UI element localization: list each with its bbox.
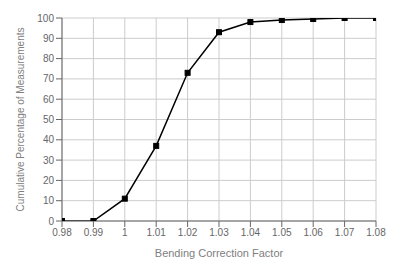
svg-text:1: 1 [122, 227, 128, 238]
svg-text:100: 100 [37, 13, 54, 24]
svg-text:30: 30 [43, 155, 55, 166]
svg-text:Cumulative Percentage of Measu: Cumulative Percentage of Measurements [15, 28, 26, 212]
svg-text:50: 50 [43, 114, 55, 125]
svg-text:1.05: 1.05 [272, 227, 292, 238]
svg-text:1.04: 1.04 [241, 227, 261, 238]
svg-text:40: 40 [43, 134, 55, 145]
svg-text:90: 90 [43, 33, 55, 44]
svg-text:1.08: 1.08 [366, 227, 386, 238]
svg-text:1.01: 1.01 [146, 227, 166, 238]
svg-text:60: 60 [43, 94, 55, 105]
svg-text:1.03: 1.03 [209, 227, 229, 238]
svg-text:10: 10 [43, 195, 55, 206]
svg-text:1.06: 1.06 [303, 227, 323, 238]
svg-text:70: 70 [43, 73, 55, 84]
svg-text:0.99: 0.99 [84, 227, 104, 238]
svg-text:1.02: 1.02 [178, 227, 198, 238]
svg-text:0.98: 0.98 [52, 227, 72, 238]
svg-text:1.07: 1.07 [335, 227, 355, 238]
svg-text:Bending Correction Factor: Bending Correction Factor [155, 247, 284, 259]
svg-text:80: 80 [43, 53, 55, 64]
svg-text:0: 0 [48, 216, 54, 227]
svg-text:20: 20 [43, 175, 55, 186]
